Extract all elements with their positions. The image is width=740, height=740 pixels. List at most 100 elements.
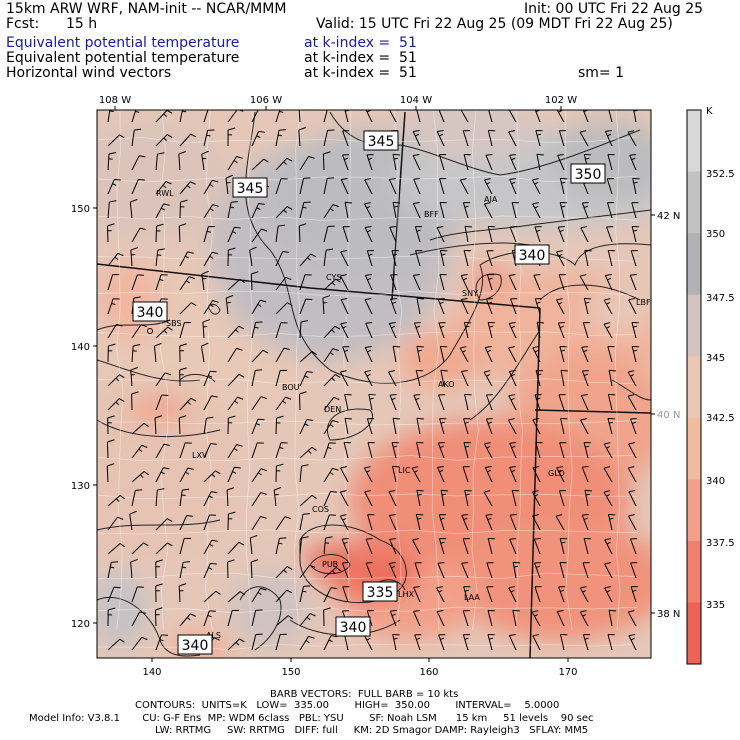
wind-barb [532, 202, 541, 219]
wind-barb [155, 372, 172, 387]
smoothing-label: sm= 1 [578, 65, 625, 81]
wind-barb [323, 635, 338, 651]
wind-barb [131, 110, 140, 123]
wind-barb [155, 152, 165, 171]
wind-barb [462, 634, 471, 651]
wind-barb [459, 346, 469, 363]
wind-barb [582, 562, 590, 579]
wind-barb [179, 561, 191, 579]
wind-barb [532, 466, 541, 483]
wind-barb [107, 415, 115, 435]
wind-barb [603, 466, 613, 483]
y-label-140: 140 [71, 342, 90, 353]
wind-barb [484, 202, 493, 219]
wind-barb [366, 250, 374, 267]
wind-barb [580, 418, 589, 435]
wind-barb [557, 322, 565, 339]
wind-barb [365, 538, 373, 555]
wind-barb [106, 439, 115, 459]
wind-barb [273, 486, 282, 507]
x-label-160: 160 [419, 667, 438, 678]
wind-barb [227, 466, 241, 483]
wind-barb [392, 417, 401, 435]
wind-barb [461, 370, 469, 387]
wind-barb [364, 226, 373, 243]
wind-barb [203, 470, 221, 483]
wind-barb [583, 441, 591, 459]
wind-barb [508, 586, 517, 603]
wind-barb [251, 369, 263, 387]
wind-barb [509, 466, 517, 483]
wind-barb [411, 466, 421, 483]
wind-barb [583, 297, 592, 315]
station-gld: GLD [548, 469, 565, 478]
wind-barb [323, 225, 335, 243]
wind-barb [341, 562, 349, 579]
wind-barb [131, 471, 149, 483]
wind-barb [323, 467, 339, 483]
wind-barb [340, 322, 349, 339]
wind-barb [201, 150, 209, 171]
wind-barb [463, 418, 471, 435]
wind-barb [227, 373, 245, 387]
wind-barb [155, 326, 173, 339]
station-ako: AKO [438, 380, 455, 389]
wind-barb [251, 349, 269, 363]
wind-barb [203, 204, 219, 219]
contour-legend: CONTOURS: UNITS=K LOW= 335.00 HIGH= 350.… [135, 700, 560, 711]
wind-barb [485, 514, 493, 531]
station-lic: LIC [398, 466, 411, 475]
wind-barb [486, 250, 494, 267]
wind-barb [275, 224, 286, 243]
wind-barb [603, 442, 613, 459]
wind-barb [179, 442, 192, 459]
wind-barb [203, 442, 218, 459]
wind-barb [179, 343, 187, 363]
wind-barb [413, 610, 421, 627]
wind-barb [440, 369, 448, 387]
wind-barb [555, 298, 565, 315]
map-axes: 108 W 106 W 104 W 102 W 150 140 130 120 … [71, 95, 680, 678]
wind-barb [344, 417, 352, 435]
wind-barb [533, 538, 541, 555]
wind-barb [581, 346, 589, 363]
wind-barb [251, 516, 267, 531]
wind-barb [629, 154, 637, 171]
wind-barb [251, 633, 263, 651]
wind-barb [251, 468, 267, 483]
wind-barb [155, 134, 173, 147]
wind-barb [343, 441, 351, 459]
wind-barb [179, 488, 190, 507]
wind-barb [630, 586, 638, 603]
wind-barb [580, 226, 589, 243]
wind-barb [203, 590, 221, 603]
lon-label-108w: 108 W [99, 95, 131, 106]
wind-barb [511, 201, 519, 219]
wind-barb [107, 374, 125, 387]
wind-barb [437, 562, 445, 579]
wind-barb [298, 127, 306, 147]
wind-barb [131, 274, 144, 291]
wind-barb [323, 325, 341, 339]
wind-barb [531, 490, 541, 507]
wind-barb [606, 178, 614, 195]
wind-barb [251, 492, 267, 507]
wind-barb [438, 514, 446, 531]
wind-barb [275, 589, 293, 603]
wind-barb [483, 442, 493, 459]
wind-barb [275, 322, 288, 339]
wind-barb [413, 586, 421, 603]
wind-barb [558, 586, 566, 603]
wind-barb [129, 198, 138, 219]
wind-barb [155, 443, 171, 459]
colorbar-label-347-5: 347.5 [706, 293, 735, 304]
wind-barb [627, 130, 637, 147]
wind-barb [299, 536, 309, 555]
wind-barb [511, 489, 520, 507]
station-cys: CYS [326, 273, 341, 282]
station-laa: LAA [464, 593, 480, 602]
wind-barb [415, 513, 424, 531]
wind-barb [154, 415, 163, 435]
wind-barb [439, 249, 448, 267]
wind-barb [436, 226, 445, 243]
